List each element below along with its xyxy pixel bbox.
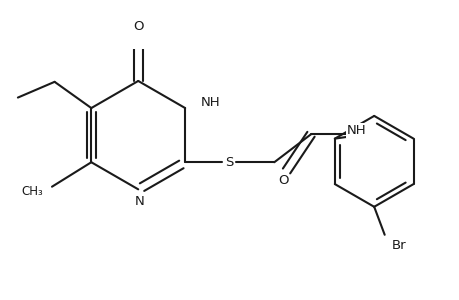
Text: Br: Br xyxy=(391,239,405,252)
Text: O: O xyxy=(277,174,288,187)
Text: NH: NH xyxy=(346,124,365,137)
Text: CH₃: CH₃ xyxy=(22,185,43,198)
Text: NH: NH xyxy=(201,96,220,109)
Text: O: O xyxy=(133,20,143,33)
Text: N: N xyxy=(135,195,145,208)
Text: S: S xyxy=(224,156,233,169)
